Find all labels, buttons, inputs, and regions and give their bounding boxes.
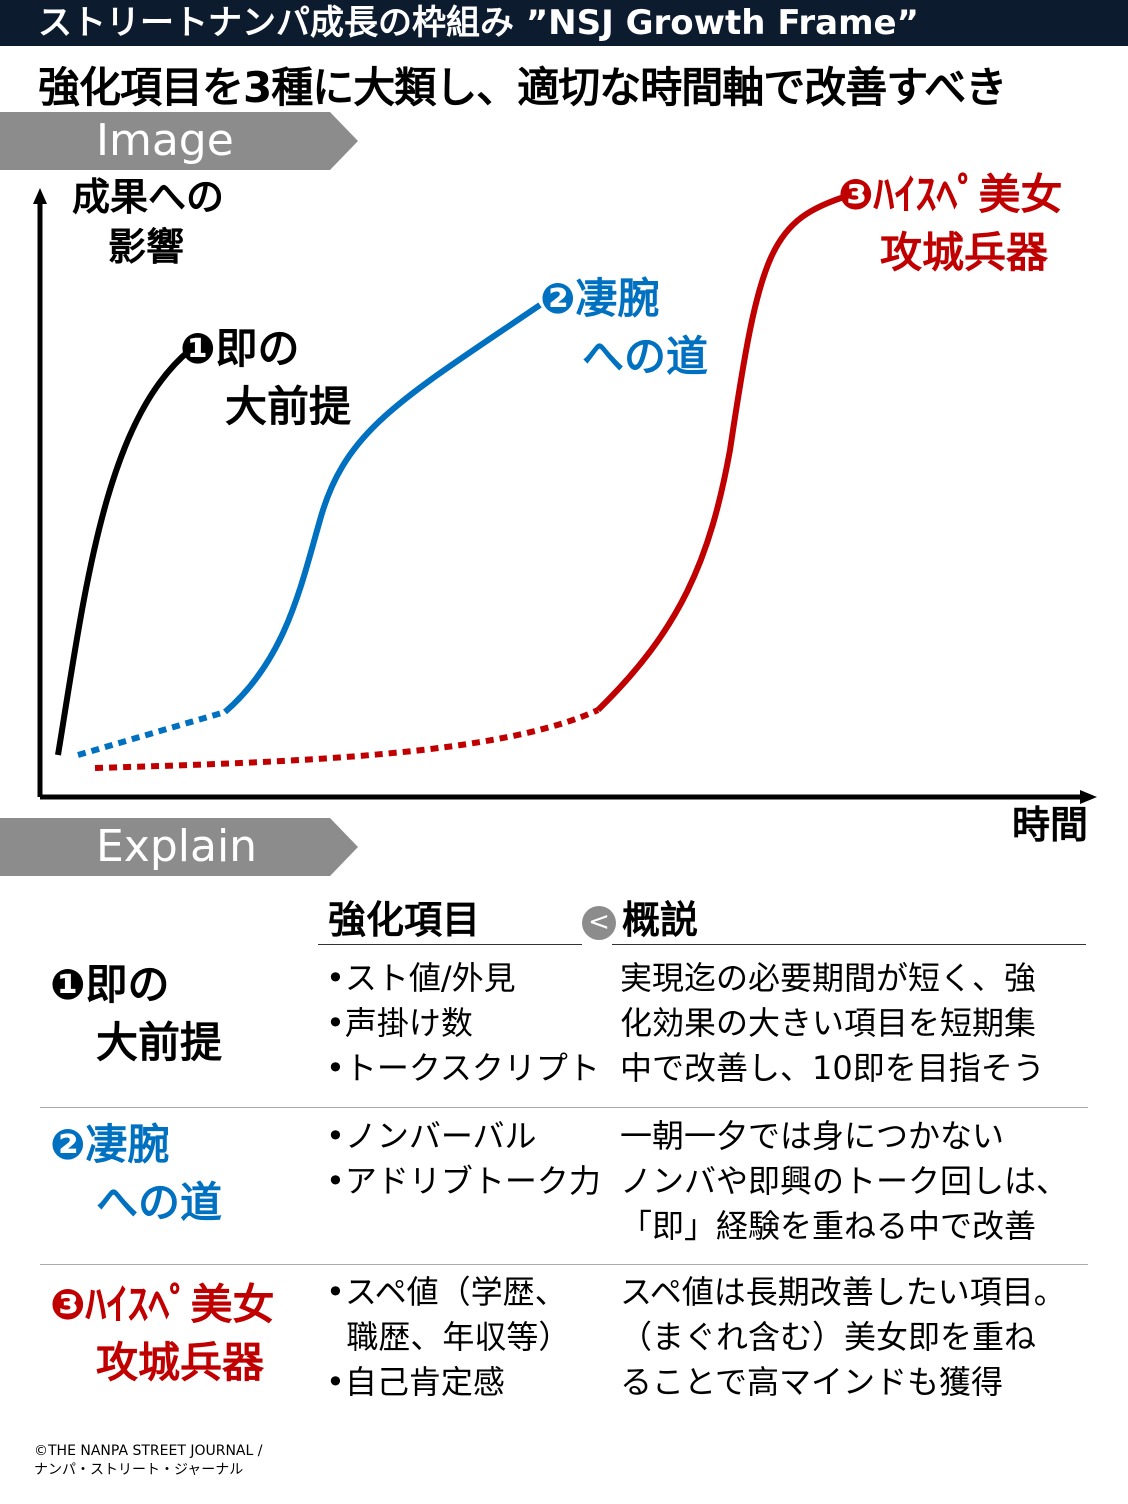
x-axis-label: 時間: [1012, 803, 1089, 847]
label-1: ❶即の: [180, 324, 300, 373]
curve-3: [595, 192, 851, 713]
label-2b: への道: [582, 332, 709, 381]
x-axis-arrow-icon: [1080, 790, 1097, 804]
row-2-name: ❷凄腕: [50, 1120, 170, 1169]
row-3-name: ❸ﾊｲｽﾍﾟ美女: [50, 1280, 275, 1329]
row-3-name-2: 攻城兵器: [96, 1338, 265, 1387]
less-than-icon: <: [582, 906, 616, 940]
curve-1: [55, 347, 192, 756]
headline: 強化項目を3種に大類し、適切な時間軸で改善すべき: [38, 63, 1007, 112]
row-1-desc: 実現迄の必要期間が短く、強 化効果の大きい項目を短期集 中で改善し、10即を目指…: [620, 959, 1045, 1087]
label-3b: 攻城兵器: [880, 228, 1049, 277]
divider: [40, 1264, 1088, 1265]
row-1-items: •スト値/外見 •声掛け数 •トークスクリプト: [326, 959, 600, 1087]
label-1b: 大前提: [225, 382, 352, 431]
image-section-banner: Image: [0, 112, 358, 170]
divider: [40, 1107, 1088, 1108]
explain-section-banner: Explain: [0, 818, 358, 876]
row-1-name: ❶即の: [50, 960, 170, 1009]
label-2: ❷凄腕: [540, 274, 660, 323]
curve-2: [223, 302, 542, 715]
copyright: ©THE NANPA STREET JOURNAL / ナンパ・ストリート・ジャ…: [34, 1443, 263, 1478]
row-3-desc: スペ値は長期改善したい項目。 （まぐれ含む）美女即を重ね ることで高マインドも獲…: [620, 1273, 1066, 1401]
row-2-name-2: への道: [96, 1178, 223, 1227]
row-3-items: •スペ値（学歴、 職歴、年収等） •自己肯定感: [326, 1273, 571, 1401]
curve-3-dotted: [94, 707, 600, 771]
y-axis-label-2: 影響: [108, 225, 185, 269]
growth-graph: [33, 188, 1097, 804]
column-header-summary: 概説: [612, 896, 1086, 945]
title-bar: ストリートナンパ成長の枠組み ”NSJ Growth Frame”: [0, 0, 1128, 46]
y-axis-arrow-icon: [33, 188, 47, 204]
y-axis-label: 成果への: [72, 175, 225, 219]
row-1-name-2: 大前提: [96, 1018, 223, 1067]
row-2-desc: 一朝一夕では身につかない ノンバや即興のトーク回しは、 「即」経験を重ねる中で改…: [620, 1117, 1069, 1245]
column-header-items: 強化項目: [318, 896, 582, 945]
row-2-items: •ノンバーバル •アドリブトーク力: [326, 1117, 601, 1200]
label-3: ❸ﾊｲｽﾍﾟ美女: [838, 170, 1063, 219]
curve-2-dotted: [77, 709, 226, 758]
